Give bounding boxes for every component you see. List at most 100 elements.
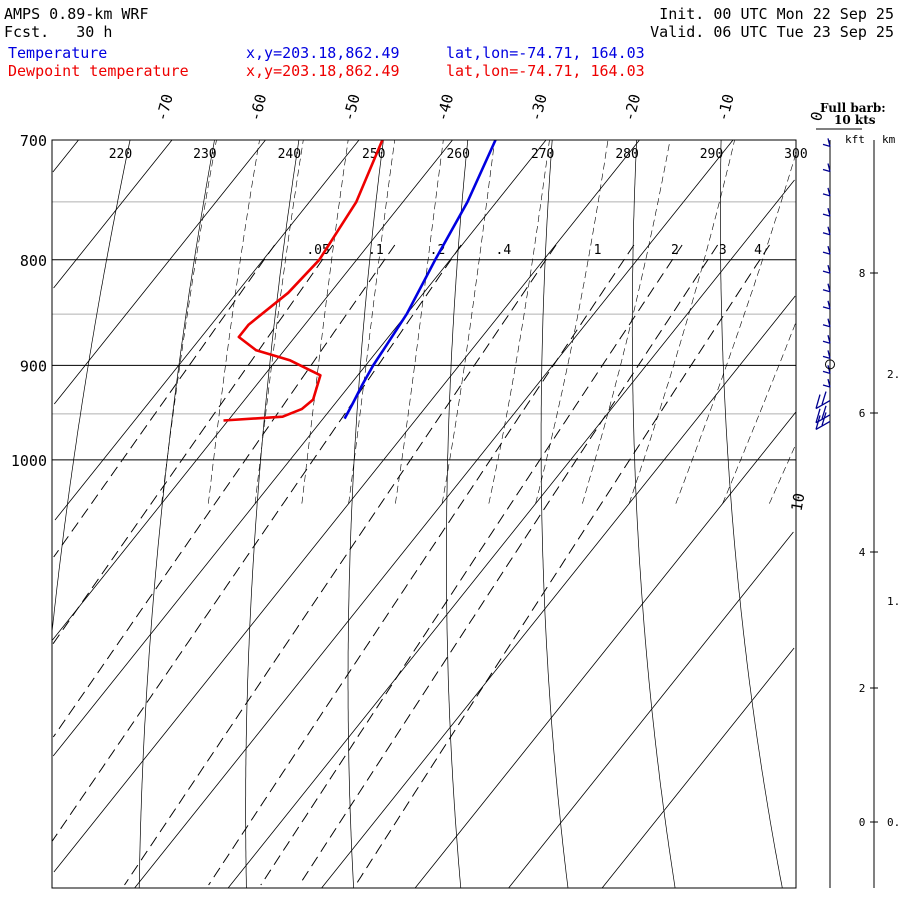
barb-key-value: 10 kts (834, 113, 876, 127)
kft-label: 0 (859, 816, 866, 829)
kft-label: 8 (859, 267, 866, 280)
moist-adiabat-line (441, 139, 495, 504)
mixing-ratio-label: 1 (594, 243, 602, 258)
mixing-ratio-line (51, 244, 462, 842)
wind-barb (822, 318, 831, 328)
wind-barb (822, 187, 831, 197)
kft-label: 6 (859, 407, 866, 420)
moist-adiabat-line (628, 139, 735, 504)
mixing-ratio-line (260, 244, 683, 886)
wind-barb-path (822, 283, 831, 293)
wind-barb (815, 391, 831, 410)
temperature-tick-label: 0 (807, 110, 827, 123)
moist-adiabat-line (395, 139, 444, 504)
kft-axis-label: kft (845, 133, 865, 146)
theta-label: 290 (700, 147, 723, 162)
wind-barb (822, 226, 831, 236)
wind-barb-path (822, 318, 831, 328)
temperature-tick-label: -50 (339, 92, 363, 123)
isotherm-line (414, 411, 797, 889)
km-axis-label: km (882, 133, 896, 146)
isotherm-line (508, 531, 794, 889)
isotherm-line (53, 139, 640, 873)
wind-barb (822, 350, 831, 360)
moist-adiabat-line (348, 139, 395, 504)
valid-time: Valid. 06 UTC Tue 23 Sep 25 (650, 23, 894, 41)
wind-barb-path (822, 335, 831, 344)
dry-adiabat-line (51, 139, 131, 633)
km-label: 0. (887, 816, 900, 829)
wind-barb-path (822, 187, 831, 197)
kft-label: 2 (859, 682, 866, 695)
wind-barb (822, 283, 831, 293)
wind-barb-path (815, 412, 831, 430)
wind-barb (822, 163, 831, 173)
wind-barb-path (815, 391, 831, 410)
dry-adiabat-line (138, 139, 215, 889)
wind-barb-path (822, 264, 831, 274)
temperature-tick-label: -70 (152, 92, 176, 123)
mixing-ratio-line (208, 244, 635, 886)
pressure-label: 900 (20, 357, 47, 375)
isotherm-line (52, 139, 547, 757)
moist-adiabat-line (535, 139, 609, 504)
temperature-latlon: lat,lon=-74.71, 164.03 (446, 44, 645, 62)
mixing-ratio-label: 2 (671, 243, 679, 258)
wind-barb-path (822, 365, 831, 374)
pressure-label: 1000 (11, 452, 47, 470)
wind-barb (822, 138, 831, 148)
dry-adiabat-line (720, 139, 783, 889)
mixing-ratio-line (52, 244, 396, 738)
wind-barb-path (822, 350, 831, 360)
mixing-ratio-label: .1 (368, 243, 384, 258)
km-label: 2. (887, 368, 900, 381)
wind-barb-path (822, 378, 831, 388)
wind-barb (822, 335, 831, 344)
dewpoint-latlon: lat,lon=-74.71, 164.03 (446, 62, 645, 80)
temperature-xy: x,y=203.18,862.49 (246, 44, 400, 62)
theta-label: 240 (278, 147, 301, 162)
temperature-tick-label: -40 (433, 92, 457, 123)
mixing-ratio-line (124, 244, 557, 886)
moist-adiabat-line (488, 139, 550, 504)
wind-barb-path (822, 245, 831, 255)
model-title: AMPS 0.89-km WRF (4, 5, 149, 23)
forecast-hour: Fcst. 30 h (4, 23, 113, 41)
dry-adiabat-line (446, 139, 469, 889)
mixing-ratio-label: 4 (754, 243, 762, 258)
mixing-ratio-line (298, 244, 719, 886)
mixing-ratio-label: .4 (496, 243, 512, 258)
wind-barb (822, 207, 831, 217)
wind-barb-path (822, 138, 831, 148)
dewpoint-legend: Dewpoint temperature (8, 62, 189, 80)
isotherm-line (53, 139, 266, 405)
theta-label: 270 (531, 147, 554, 162)
temperature-tick-label: -60 (246, 92, 270, 123)
wind-barb-path (822, 207, 831, 217)
isotherm-line (54, 139, 360, 521)
isotherm-line (227, 179, 795, 889)
wind-barb (822, 365, 831, 374)
temperature-tick-label: -20 (620, 92, 644, 123)
temperature-tick-label: -10 (713, 92, 737, 123)
wind-barb (822, 245, 831, 255)
wind-barb-path (822, 163, 831, 173)
wind-height-panel: 0 2 4 6 8 0. 1. 2. (815, 138, 900, 888)
isotherm-line (52, 139, 79, 173)
barb-key-title: Full barb: (820, 101, 886, 115)
theta-label: 220 (109, 147, 132, 162)
wind-barb-path (822, 226, 831, 236)
moist-adiabat-line (722, 322, 797, 504)
isotherm-line (134, 139, 734, 889)
profile-lines (223, 139, 497, 422)
mixing-ratio-label: 3 (719, 243, 727, 258)
wind-barb (815, 412, 831, 430)
theta-label: 280 (615, 147, 638, 162)
mixing-ratio-line (53, 244, 276, 558)
dry-adiabat-line (631, 139, 676, 889)
temperature-profile (343, 139, 497, 420)
dewpoint-profile (223, 139, 384, 422)
init-time: Init. 00 UTC Mon 22 Sep 25 (659, 5, 894, 23)
